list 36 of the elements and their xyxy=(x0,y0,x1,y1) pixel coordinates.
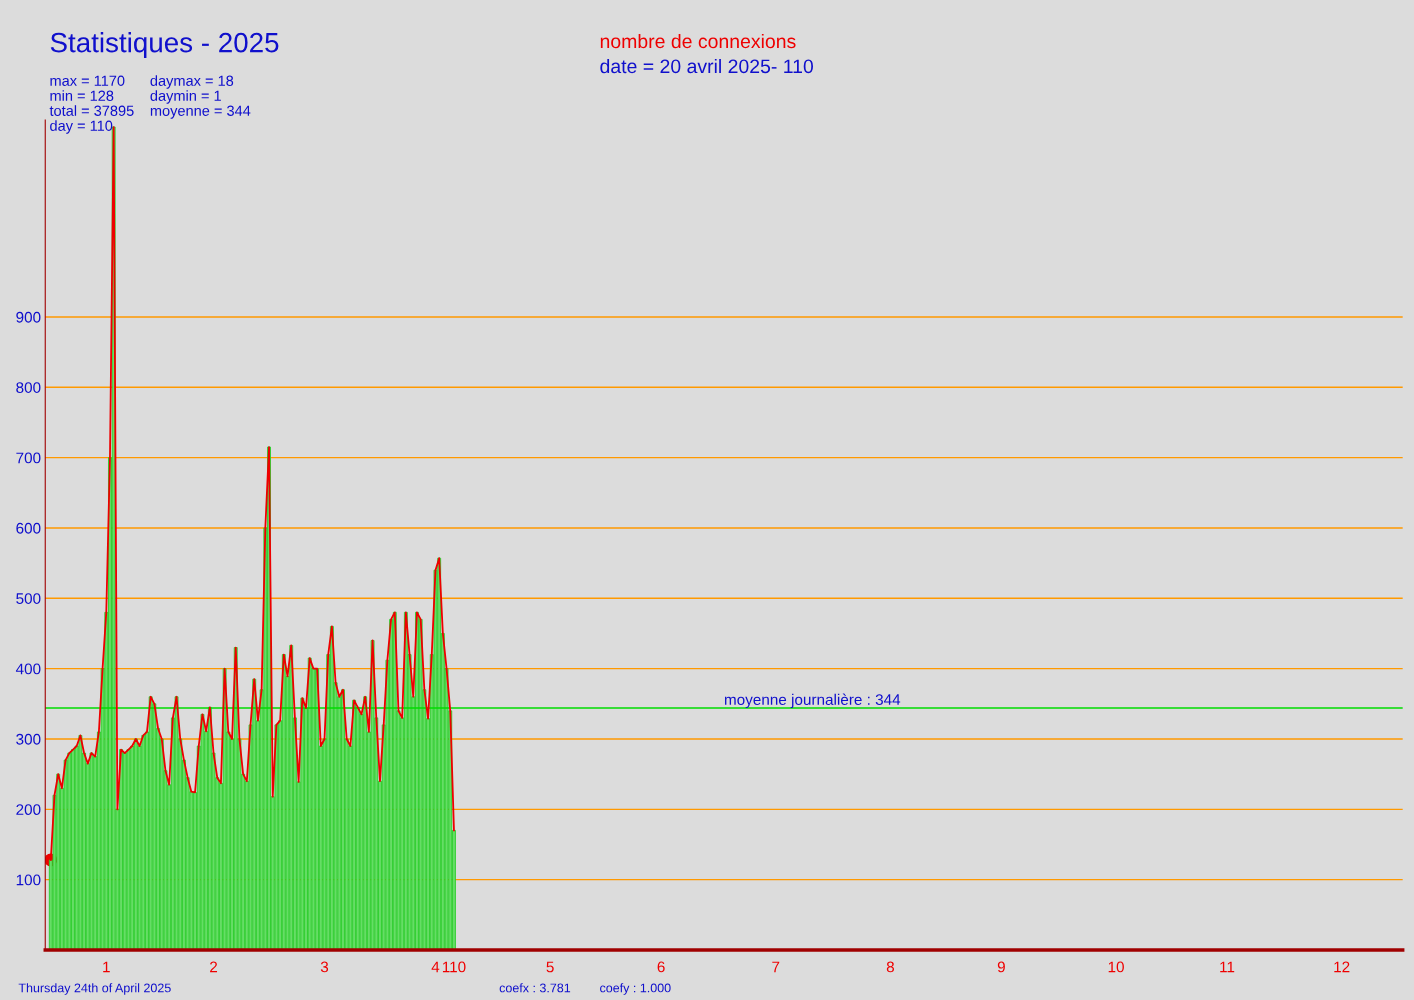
x-tick-label: 6 xyxy=(657,961,665,973)
ref-line-label: moyenne journalière : 344 xyxy=(724,693,901,709)
x-tick-label: 3 xyxy=(320,961,329,973)
x-tick-label: 5 xyxy=(546,961,554,973)
text: Thursday 24th of April 2025 xyxy=(18,983,171,995)
annotation: day = 110 xyxy=(50,120,113,134)
text: moyenne = 344 xyxy=(150,105,251,119)
text: total = 37895 xyxy=(49,105,134,116)
text: min = 128 xyxy=(50,90,114,101)
y-tick-label: 600 xyxy=(16,522,41,534)
y-tick-label: 900 xyxy=(16,311,41,323)
text: daymax = 18 xyxy=(150,75,234,89)
x-tick-label: 10 xyxy=(1108,961,1124,973)
text: coefx : 3.781 xyxy=(499,983,571,993)
chart-subtitle: nombre de connexions xyxy=(600,33,796,49)
x-tick-label: 1 xyxy=(103,961,110,973)
x-tick-label: 110 xyxy=(442,961,466,973)
x-tick-label: 8 xyxy=(886,961,894,973)
y-tick-label: 700 xyxy=(16,452,41,464)
y-tick-label: 800 xyxy=(16,382,41,393)
x-tick-label: 11 xyxy=(1220,961,1235,973)
x-tick-label: 7 xyxy=(772,961,780,973)
y-tick-label: 300 xyxy=(16,733,41,745)
x-tick-label: 9 xyxy=(997,961,1005,973)
y-tick-label: 200 xyxy=(16,804,41,816)
text: max = 1170 xyxy=(50,75,125,86)
y-tick-label: 100 xyxy=(16,874,41,886)
y-tick-label: 400 xyxy=(15,663,41,675)
y-tick-label: 500 xyxy=(16,593,41,604)
text: daymin = 1 xyxy=(150,90,221,104)
x-tick-label: 4 xyxy=(431,961,440,973)
x-tick-label: 12 xyxy=(1334,961,1350,973)
chart-title: Statistiques - 2025 xyxy=(50,32,279,58)
text: date = 20 avril 2025- 110 xyxy=(600,58,814,74)
text: coefy : 1.000 xyxy=(600,983,671,995)
x-tick-label: 2 xyxy=(210,961,218,973)
